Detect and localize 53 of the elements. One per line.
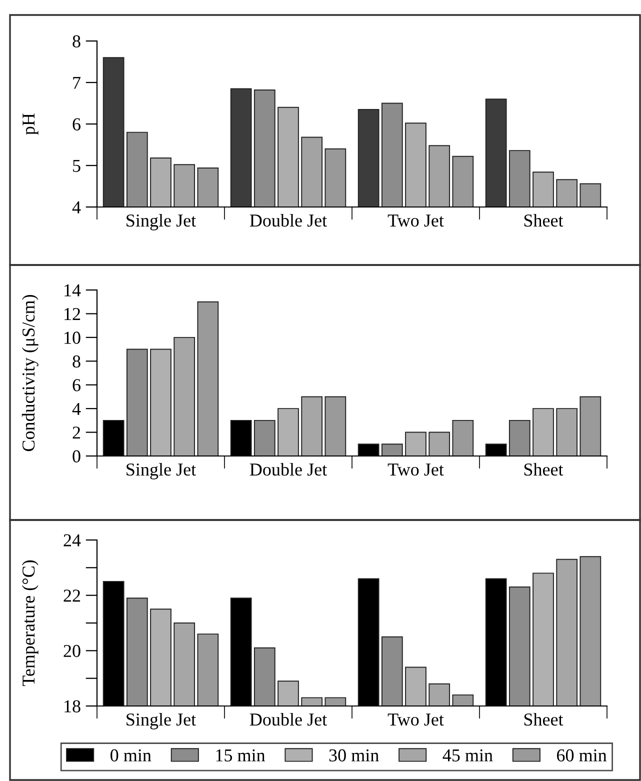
bar xyxy=(508,420,530,456)
x-tick-label: Sheet xyxy=(524,462,564,476)
bar xyxy=(532,408,554,456)
x-tick-label: Sheet xyxy=(524,712,564,726)
bar xyxy=(150,348,172,456)
x-tick-label: Single Jet xyxy=(126,462,196,480)
y-tick-label: 22 xyxy=(64,590,80,602)
bar xyxy=(580,396,602,456)
legend-label: 45 min xyxy=(442,749,493,762)
bar xyxy=(174,336,196,456)
legend-label: 15 min xyxy=(216,749,266,762)
y-tick-label: 0 xyxy=(72,450,80,462)
legend-label: 0 min xyxy=(110,749,152,762)
y-tick-label: 10 xyxy=(64,332,80,344)
y-axis-title: pH xyxy=(22,113,38,135)
bar xyxy=(301,396,323,456)
y-tick-label: 8 xyxy=(72,35,80,48)
x-tick-label: Two Jet xyxy=(388,214,444,227)
bar xyxy=(324,396,346,456)
y-tick-label: 24 xyxy=(64,534,81,546)
y-tick-label: 4 xyxy=(72,201,81,214)
x-tick-label: Two Jet xyxy=(388,464,444,476)
y-tick-label: 18 xyxy=(64,700,80,712)
x-tick-label: Single Jet xyxy=(126,712,196,730)
bar xyxy=(452,420,474,456)
y-tick-label: 5 xyxy=(73,160,80,172)
bar xyxy=(428,432,450,456)
legend-label: 30 min xyxy=(329,749,379,762)
bar xyxy=(126,348,148,456)
y-tick-label: 8 xyxy=(72,355,80,368)
bar xyxy=(556,408,578,456)
y-axis-title: Temperature (°C) xyxy=(22,560,38,686)
x-tick-label: Sheet xyxy=(524,214,564,227)
y-tick-label: 6 xyxy=(72,118,80,130)
bar xyxy=(254,420,276,456)
x-tick-label: Single Jet xyxy=(126,214,196,230)
y-tick-label: 6 xyxy=(72,379,80,392)
y-tick-label: 20 xyxy=(64,644,80,658)
y-axis-title: Conductivity (μS/cm) xyxy=(22,294,38,452)
y-tick-label: 7 xyxy=(73,76,81,89)
y-tick-label: 12 xyxy=(64,308,80,320)
x-tick-label: Double Jet xyxy=(250,462,328,476)
y-tick-label: 14 xyxy=(64,284,81,296)
legend-label: 60 min xyxy=(557,749,607,762)
bar xyxy=(197,301,219,456)
x-tick-label: Double Jet xyxy=(250,214,328,227)
bar xyxy=(405,432,426,456)
y-tick-label: 4 xyxy=(72,402,81,415)
y-tick-label: 2 xyxy=(72,426,80,439)
x-tick-label: Two Jet xyxy=(388,714,444,726)
bar xyxy=(381,444,403,456)
bar xyxy=(278,408,299,456)
x-tick-label: Double Jet xyxy=(250,712,328,726)
